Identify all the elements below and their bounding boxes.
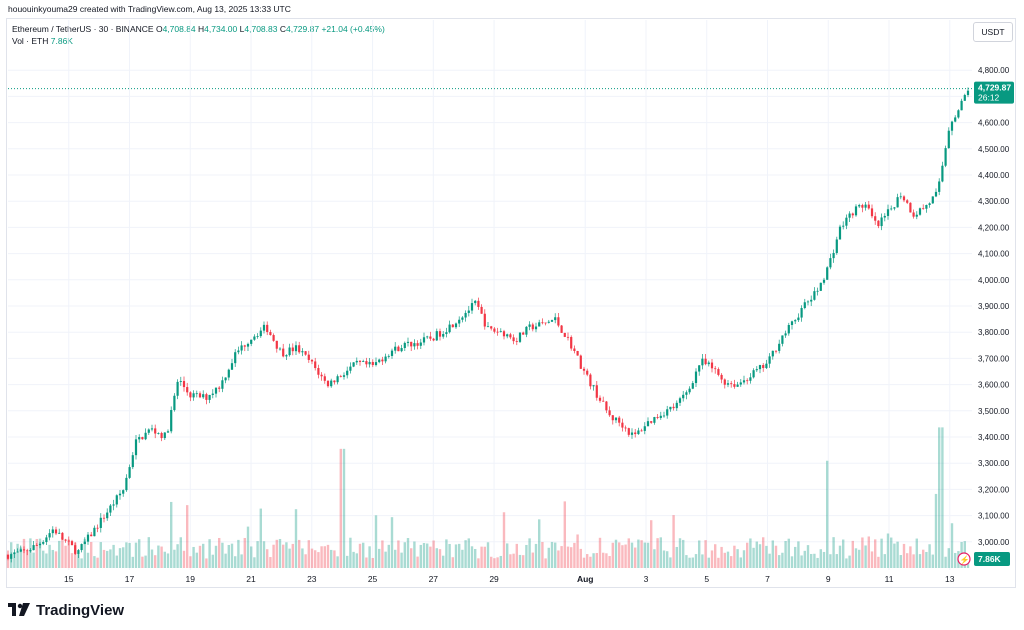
chart-frame[interactable] — [6, 18, 1016, 588]
close-value: 4,729.87 — [285, 24, 320, 34]
low-value: 4,708.83 — [244, 24, 278, 34]
open-value: 4,708.84 — [162, 24, 196, 34]
attribution-text: hououinkyouma29 created with TradingView… — [8, 4, 291, 14]
high-value: 4,734.00 — [204, 24, 238, 34]
brand-name: TradingView — [36, 601, 125, 619]
open-label: O — [155, 24, 163, 34]
low-label: L — [239, 24, 245, 34]
currency-selector[interactable]: USDT — [973, 22, 1013, 42]
symbol-label[interactable]: Ethereum / TetherUS · 30 · BINANCE — [12, 24, 154, 34]
close-label: C — [279, 24, 286, 34]
volume-label: Vol · ETH — [12, 36, 49, 46]
high-label: H — [198, 24, 205, 34]
legend-ohlc[interactable]: Ethereum / TetherUS · 30 · BINANCE O4,70… — [12, 24, 385, 34]
change-value: +21.04 (+0.45%) — [321, 24, 385, 34]
tradingview-logo[interactable]: TradingView — [8, 600, 124, 620]
tradingview-logo-icon — [8, 603, 30, 616]
volume-value: 7.86K — [50, 36, 73, 46]
legend-volume[interactable]: Vol · ETH 7.86K — [12, 36, 73, 46]
